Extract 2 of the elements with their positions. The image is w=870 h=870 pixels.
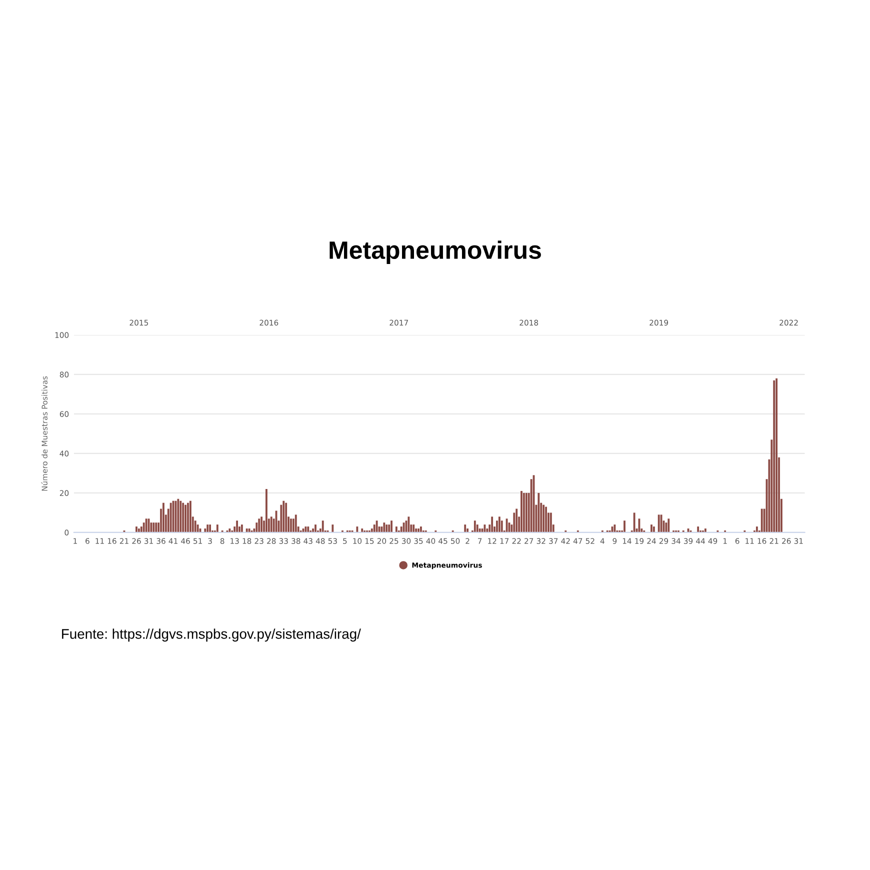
chart-title: Metapneumovirus xyxy=(330,240,541,264)
source-note: Fuente: https://dgvs.mspbs.gov.py/sistemas/irag/ xyxy=(62,628,361,642)
